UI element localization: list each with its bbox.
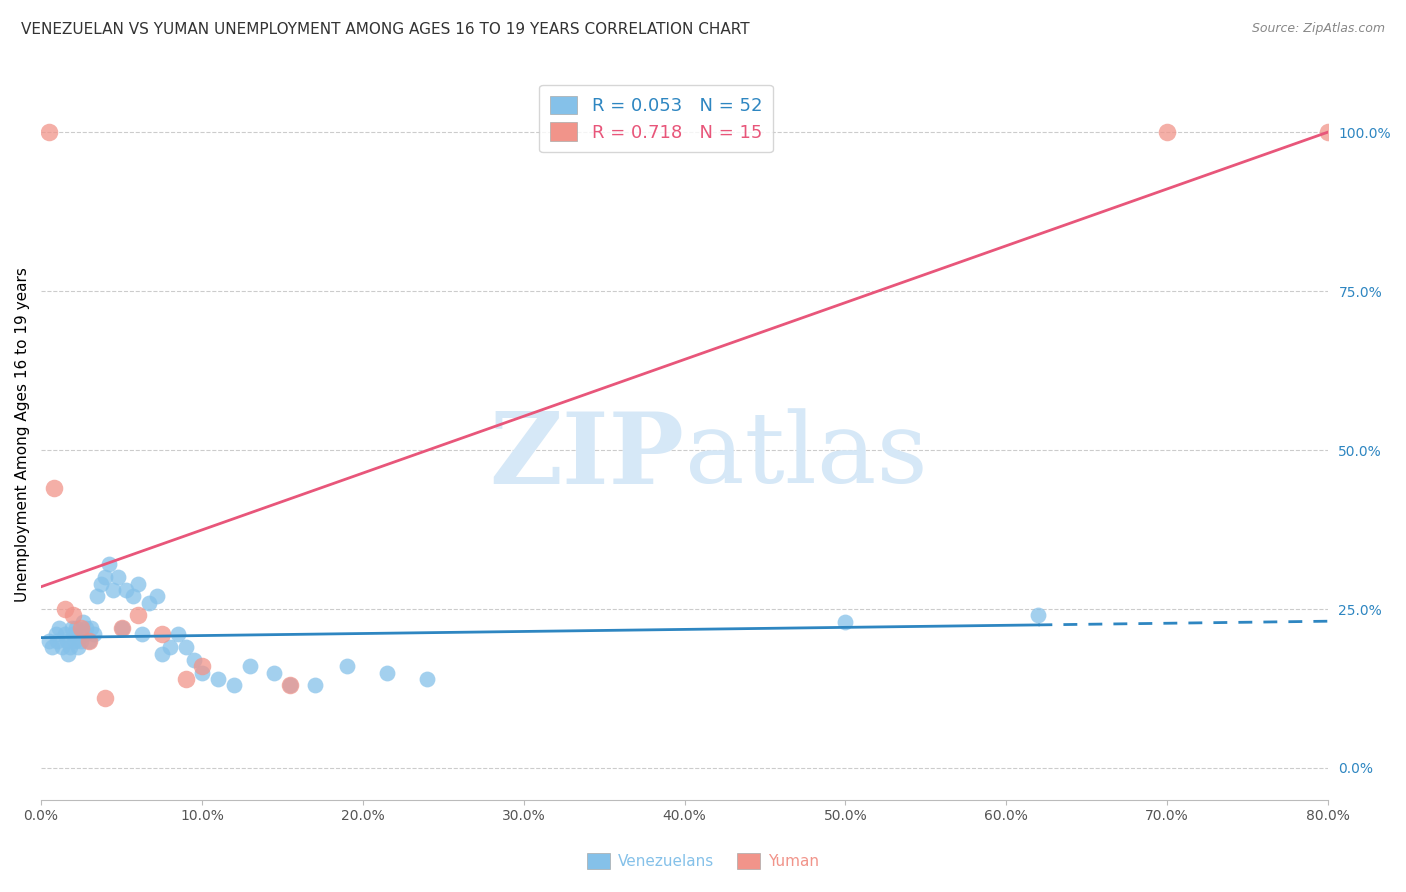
Point bbox=[97, 558, 120, 572]
Point bbox=[174, 672, 197, 686]
Point bbox=[416, 672, 439, 686]
Point bbox=[38, 125, 60, 139]
Point bbox=[62, 627, 84, 641]
Point bbox=[121, 589, 143, 603]
Point bbox=[191, 665, 214, 680]
Point bbox=[183, 653, 205, 667]
Point bbox=[45, 627, 67, 641]
Text: atlas: atlas bbox=[685, 409, 928, 504]
Point bbox=[60, 621, 83, 635]
Point bbox=[150, 647, 173, 661]
Point bbox=[38, 633, 60, 648]
Point bbox=[138, 596, 160, 610]
Point bbox=[51, 640, 73, 655]
Point bbox=[94, 691, 117, 706]
Point bbox=[304, 678, 326, 692]
Point bbox=[62, 608, 84, 623]
Point bbox=[110, 621, 132, 635]
Point bbox=[146, 589, 169, 603]
Point bbox=[127, 576, 149, 591]
Point bbox=[174, 640, 197, 655]
Point bbox=[1156, 125, 1178, 139]
Text: ZIP: ZIP bbox=[489, 408, 685, 505]
Legend: Venezuelans, Yuman: Venezuelans, Yuman bbox=[581, 847, 825, 875]
Point bbox=[166, 627, 188, 641]
Point bbox=[107, 570, 129, 584]
Point bbox=[224, 678, 246, 692]
Point bbox=[75, 621, 97, 635]
Point bbox=[263, 665, 285, 680]
Point bbox=[79, 633, 101, 648]
Point bbox=[63, 633, 86, 648]
Point bbox=[70, 633, 93, 648]
Point bbox=[834, 615, 856, 629]
Point bbox=[191, 659, 214, 673]
Point bbox=[280, 678, 302, 692]
Point bbox=[90, 576, 112, 591]
Y-axis label: Unemployment Among Ages 16 to 19 years: Unemployment Among Ages 16 to 19 years bbox=[15, 267, 30, 601]
Point bbox=[59, 640, 82, 655]
Point bbox=[280, 678, 302, 692]
Point bbox=[46, 633, 69, 648]
Point bbox=[1028, 608, 1050, 623]
Point bbox=[41, 640, 63, 655]
Point bbox=[79, 633, 101, 648]
Point bbox=[94, 570, 117, 584]
Point bbox=[70, 621, 93, 635]
Point bbox=[83, 627, 105, 641]
Point bbox=[150, 627, 173, 641]
Point bbox=[67, 640, 90, 655]
Text: VENEZUELAN VS YUMAN UNEMPLOYMENT AMONG AGES 16 TO 19 YEARS CORRELATION CHART: VENEZUELAN VS YUMAN UNEMPLOYMENT AMONG A… bbox=[21, 22, 749, 37]
Point bbox=[127, 608, 149, 623]
Point bbox=[72, 615, 94, 629]
Point bbox=[239, 659, 262, 673]
Point bbox=[103, 582, 125, 597]
Point bbox=[1316, 125, 1339, 139]
Point bbox=[207, 672, 229, 686]
Point bbox=[115, 582, 138, 597]
Point bbox=[80, 621, 103, 635]
Point bbox=[375, 665, 398, 680]
Point bbox=[42, 481, 65, 495]
Point bbox=[159, 640, 181, 655]
Point bbox=[53, 627, 76, 641]
Text: Source: ZipAtlas.com: Source: ZipAtlas.com bbox=[1251, 22, 1385, 36]
Point bbox=[53, 602, 76, 616]
Point bbox=[110, 621, 132, 635]
Point bbox=[56, 633, 79, 648]
Point bbox=[336, 659, 359, 673]
Point bbox=[73, 627, 96, 641]
Point bbox=[65, 621, 87, 635]
Point bbox=[48, 621, 70, 635]
Point bbox=[131, 627, 153, 641]
Point bbox=[58, 647, 80, 661]
Point bbox=[86, 589, 108, 603]
Legend: R = 0.053   N = 52, R = 0.718   N = 15: R = 0.053 N = 52, R = 0.718 N = 15 bbox=[538, 85, 773, 153]
